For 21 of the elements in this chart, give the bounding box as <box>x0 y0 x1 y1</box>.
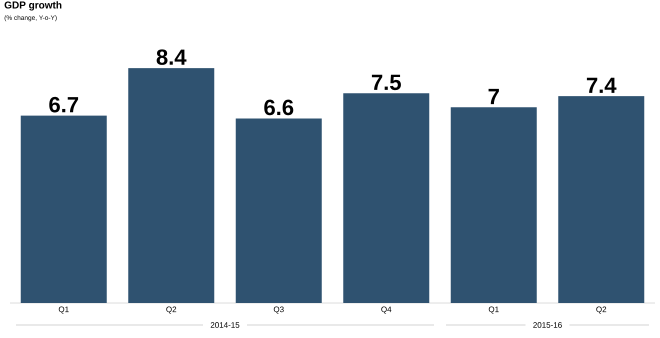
bar <box>450 107 537 303</box>
chart-title: GDP growth <box>4 1 62 11</box>
data-label: 6.7 <box>49 96 78 112</box>
text: 2014-15 <box>210 322 240 328</box>
text: 2015-16 <box>533 322 562 328</box>
bar <box>343 93 430 303</box>
x-tick-label: Q3 <box>274 306 284 314</box>
x-tick-label: Q1 <box>488 306 499 314</box>
data-label: 8.4 <box>156 49 186 65</box>
x-tick-label: Q2 <box>166 306 176 314</box>
x-tick-label: Q2 <box>596 306 606 314</box>
bar <box>236 118 322 303</box>
data-label: 7 <box>488 88 499 104</box>
data-label: 7.5 <box>372 74 401 90</box>
bar <box>558 96 644 303</box>
bar <box>128 68 214 303</box>
data-label: 6.6 <box>264 100 294 116</box>
data-label: 7.4 <box>586 78 616 93</box>
x-tick-label: Q4 <box>381 306 392 314</box>
x-tick-label: Q1 <box>58 306 69 314</box>
bar <box>20 116 107 303</box>
